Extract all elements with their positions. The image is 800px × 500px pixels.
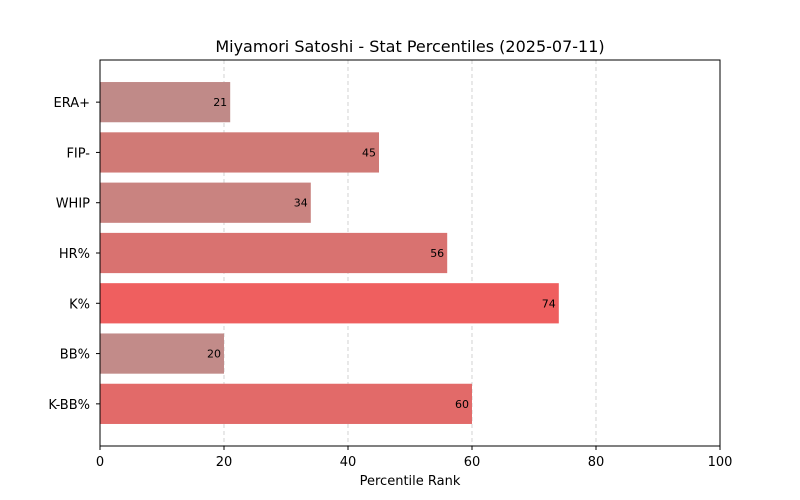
- bar-era-: [100, 82, 231, 123]
- bars: 21 45 34 56 74 20 60: [100, 82, 559, 424]
- bar-value-label: 34: [294, 197, 308, 210]
- bar-whip: [100, 182, 311, 223]
- x-tick-label: 80: [588, 455, 605, 470]
- y-axis: ERA+ FIP- WHIP HR% K% BB% K-BB%: [48, 96, 100, 413]
- x-tick-label: 40: [340, 455, 357, 470]
- y-tick-label: BB%: [60, 348, 90, 363]
- y-tick-label: K-BB%: [48, 398, 90, 413]
- bar-fip-: [100, 132, 379, 173]
- x-tick-label: 0: [96, 455, 104, 470]
- bar-value-label: 21: [213, 96, 227, 109]
- x-tick-label: 20: [216, 455, 233, 470]
- y-tick-label: K%: [69, 297, 90, 312]
- bar-value-label: 45: [362, 146, 376, 159]
- y-tick-label: WHIP: [56, 197, 90, 212]
- y-tick-label: ERA+: [53, 96, 90, 111]
- chart-title: Miyamori Satoshi - Stat Percentiles (202…: [215, 37, 604, 56]
- x-axis: 0 20 40 60 80 100: [96, 446, 733, 470]
- bar-value-label: 60: [455, 398, 469, 411]
- bar-k-bb-: [100, 383, 472, 424]
- y-tick-label: HR%: [59, 247, 90, 262]
- x-tick-label: 60: [464, 455, 481, 470]
- bar-value-label: 56: [430, 247, 444, 260]
- x-tick-label: 100: [708, 455, 733, 470]
- bar-value-label: 20: [207, 348, 221, 361]
- bar-value-label: 74: [542, 297, 556, 310]
- bar-k-: [100, 283, 559, 324]
- bar-hr-: [100, 232, 448, 274]
- bar-bb-: [100, 333, 224, 374]
- y-tick-label: FIP-: [66, 146, 90, 161]
- x-axis-title: Percentile Rank: [360, 474, 461, 489]
